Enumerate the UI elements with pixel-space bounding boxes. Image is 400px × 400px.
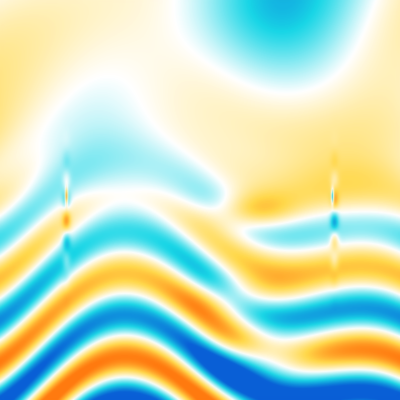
wavefield-canvas bbox=[0, 0, 400, 400]
